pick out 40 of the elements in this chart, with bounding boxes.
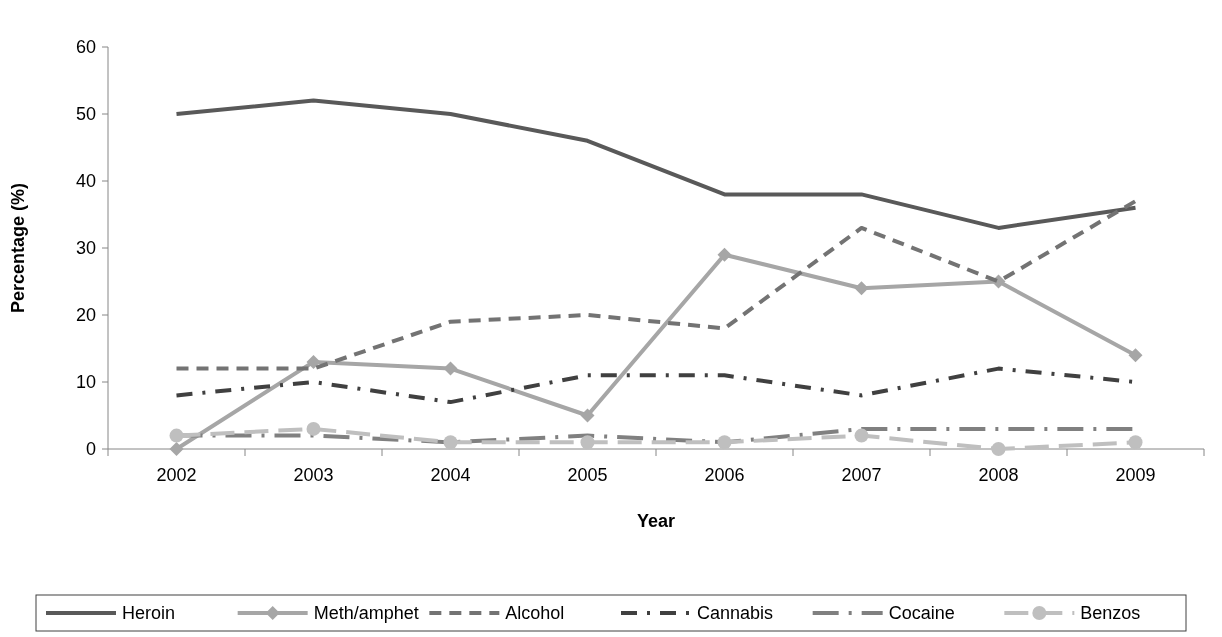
x-axis-title: Year xyxy=(636,511,676,531)
legend-label: Meth/amphet xyxy=(313,603,419,624)
point xyxy=(854,281,869,296)
point xyxy=(991,442,1006,456)
x-tick-label: 2002 xyxy=(156,465,197,485)
y-tick-label: 60 xyxy=(75,37,96,58)
line-series xyxy=(174,199,1138,371)
point xyxy=(717,435,732,450)
x-tick-label: 2005 xyxy=(567,465,608,485)
legend-label: Cocaine xyxy=(888,603,955,624)
point xyxy=(443,361,458,376)
y-tick-label: 40 xyxy=(75,171,96,192)
y-tick-label: 0 xyxy=(85,439,96,460)
y-axis-title: Percentage (%) xyxy=(8,182,28,314)
y-tick-label: 30 xyxy=(75,238,96,259)
point xyxy=(1128,435,1143,450)
point xyxy=(1128,348,1143,363)
point xyxy=(306,354,321,369)
point xyxy=(854,428,869,443)
x-tick-label: 2003 xyxy=(293,465,334,485)
point xyxy=(717,247,732,262)
x-tick-label: 2009 xyxy=(1115,465,1156,485)
y-tick-label: 10 xyxy=(75,372,96,393)
point xyxy=(169,442,184,456)
point xyxy=(580,408,595,423)
legend-label: Benzos xyxy=(1080,603,1141,624)
x-tick-label: 2006 xyxy=(704,465,745,485)
y-tick-label: 20 xyxy=(75,305,96,326)
legend-label: Heroin xyxy=(122,603,176,624)
x-tick-label: 2007 xyxy=(841,465,882,485)
line-series xyxy=(174,98,1138,230)
legend-label: Alcohol xyxy=(505,603,565,624)
point xyxy=(580,435,595,450)
x-tick-label: 2004 xyxy=(430,465,471,485)
y-tick-label: 50 xyxy=(75,104,96,125)
point xyxy=(169,428,184,443)
legend-label: Cannabis xyxy=(697,603,774,624)
point xyxy=(306,421,321,436)
x-tick-label: 2008 xyxy=(978,465,1019,485)
point xyxy=(443,435,458,450)
